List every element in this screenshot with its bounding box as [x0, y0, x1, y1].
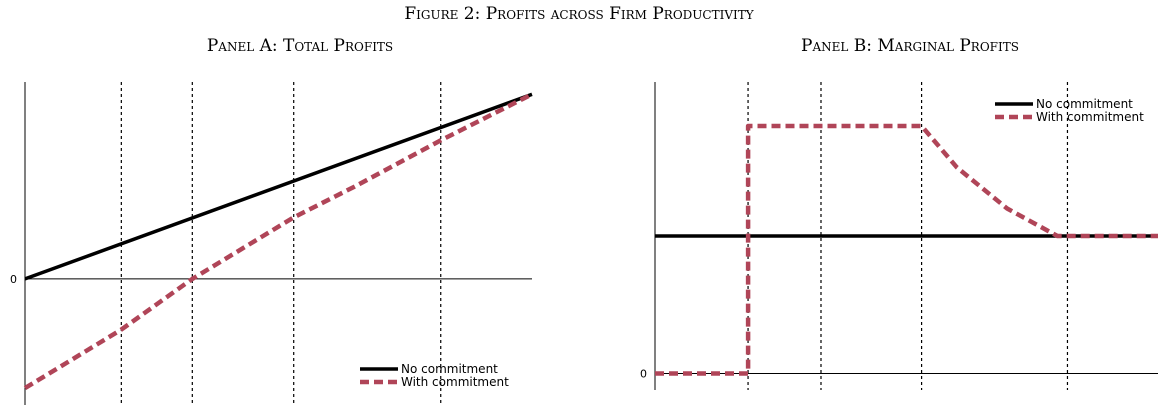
panel-b-with-commitment-line	[655, 123, 1158, 376]
panel-a-with-commitment-line	[23, 92, 534, 391]
figure-caption: Figure 2: Profits across Firm Productivi…	[404, 4, 754, 24]
panel-a-title: Panel A: Total Profits	[206, 36, 394, 56]
panel-a-no-commitment-line	[24, 92, 533, 281]
panel-b-legend-no-commitment-label: No commitment	[1036, 97, 1133, 111]
panel-a-y-tick-label: 0	[10, 273, 17, 286]
panel-a-legend-no-commitment-label: No commitment	[401, 362, 498, 376]
panel-b-title: Panel B: Marginal Profits	[801, 36, 1019, 56]
panel-b-legend-with-commitment-label: With commitment	[1036, 110, 1144, 124]
panel-a-legend-with-commitment-label: With commitment	[401, 375, 509, 389]
panel-b-y-tick-label: 0	[640, 368, 647, 381]
